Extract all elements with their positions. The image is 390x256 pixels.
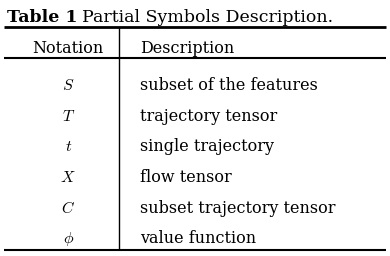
Text: Description: Description (140, 40, 235, 57)
Text: Table 1: Table 1 (7, 9, 78, 26)
Text: $\phi$: $\phi$ (63, 230, 74, 248)
Text: trajectory tensor: trajectory tensor (140, 108, 278, 124)
Text: Notation: Notation (33, 40, 104, 57)
Text: $t$: $t$ (65, 138, 72, 155)
Text: $X$: $X$ (60, 169, 76, 186)
Text: $C$: $C$ (61, 200, 75, 217)
Text: subset trajectory tensor: subset trajectory tensor (140, 200, 336, 217)
Text: value function: value function (140, 230, 257, 247)
Text: $S$: $S$ (62, 77, 74, 94)
Text: flow tensor: flow tensor (140, 169, 232, 186)
Text: single trajectory: single trajectory (140, 138, 275, 155)
Text: subset of the features: subset of the features (140, 77, 318, 94)
Text: $T$: $T$ (62, 108, 75, 124)
Text: Partial Symbols Description.: Partial Symbols Description. (60, 9, 333, 26)
